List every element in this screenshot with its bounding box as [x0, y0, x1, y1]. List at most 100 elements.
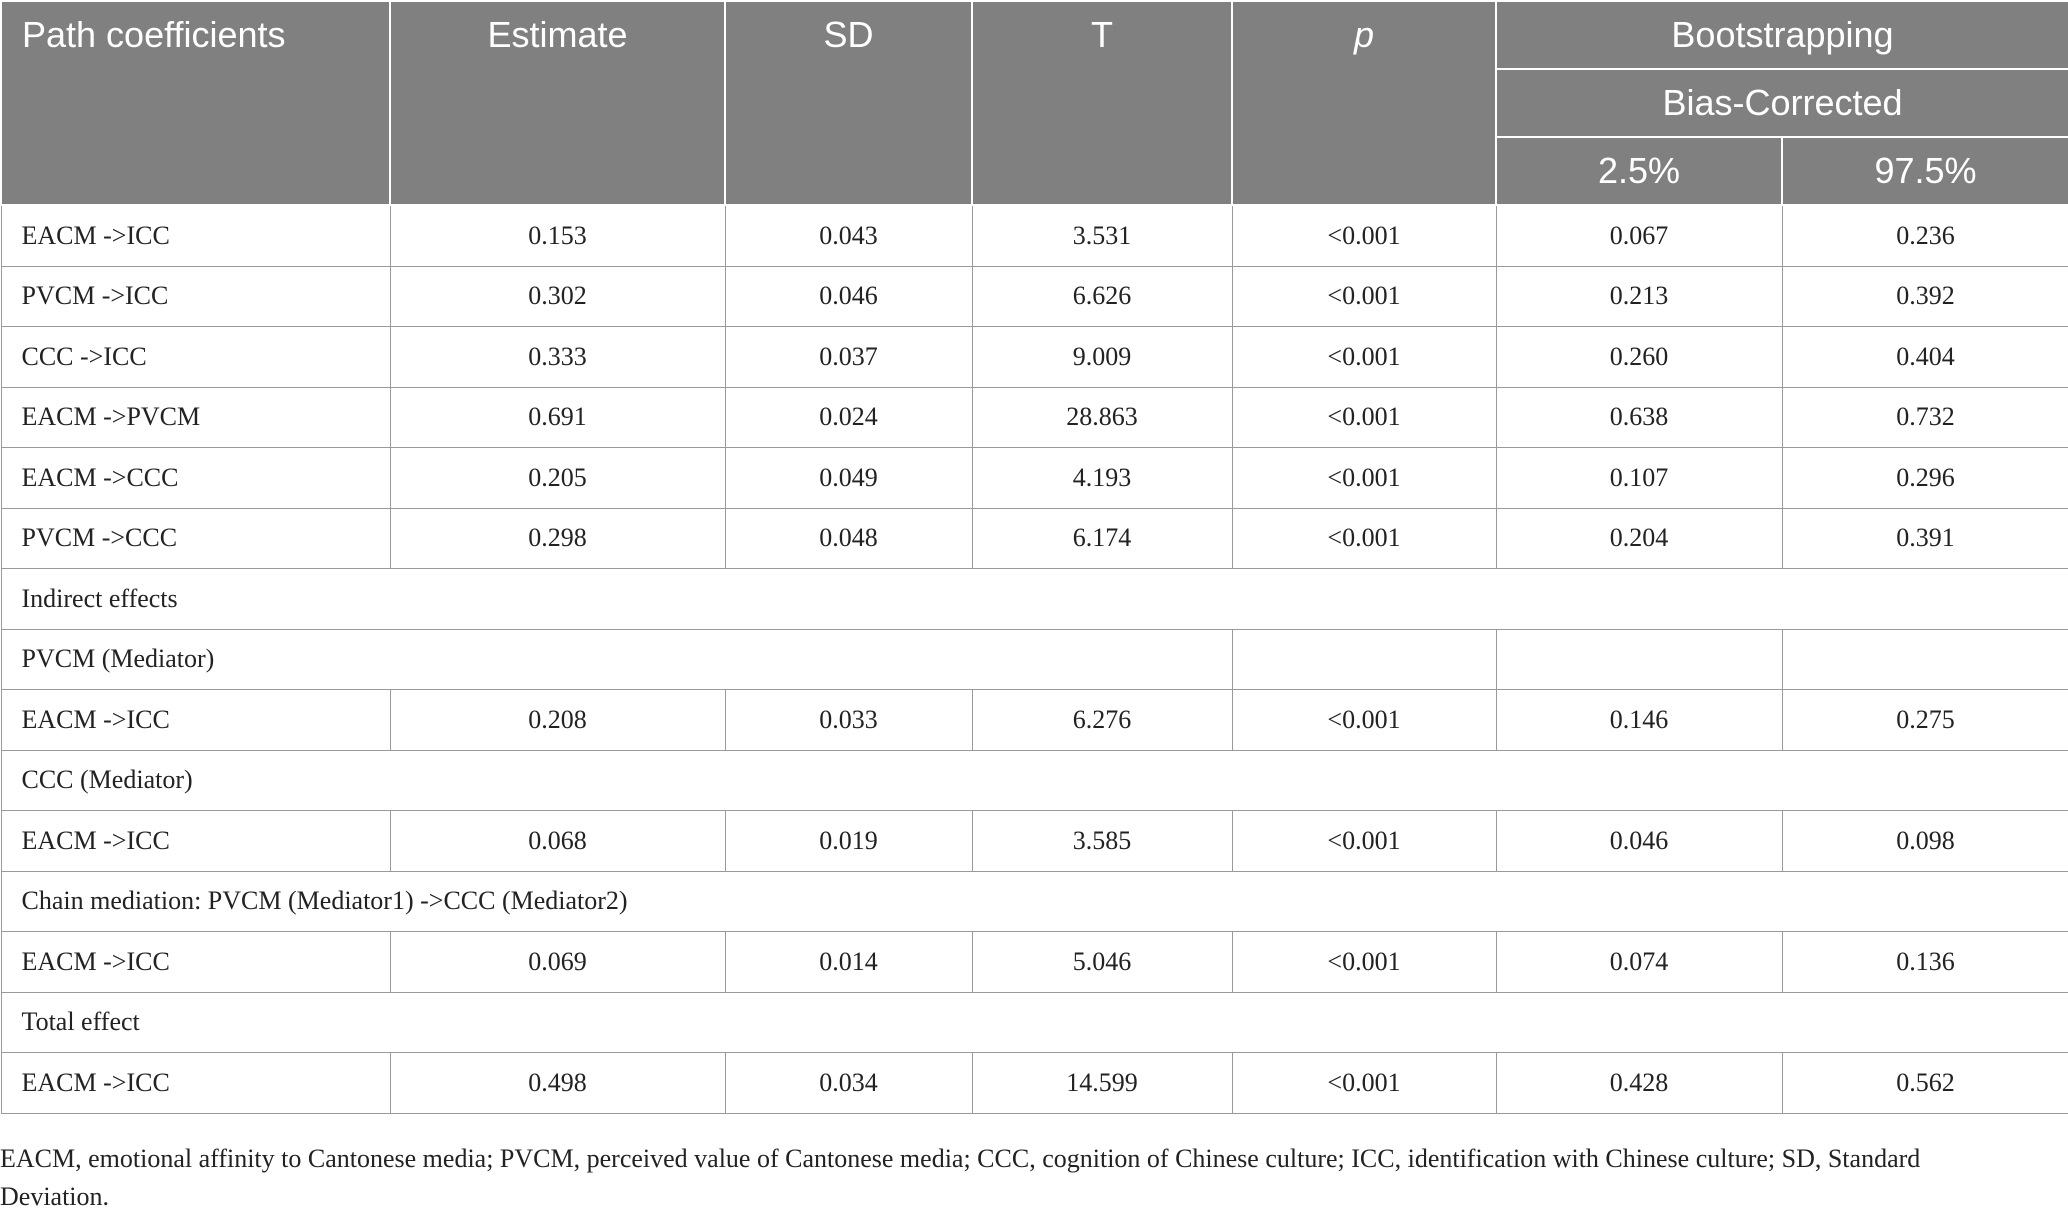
sd-cell: 0.043 [724, 204, 973, 267]
upper-ci-cell: 0.136 [1781, 931, 2068, 993]
estimate-cell: 0.208 [389, 689, 726, 751]
section-row-total-effect: Total effect [0, 991, 2068, 1053]
section-label-chain-mediation: Chain mediation: PVCM (Mediator1) ->CCC … [0, 870, 2068, 932]
lower-ci-cell: 0.146 [1495, 689, 1783, 751]
header-sd: SD [724, 0, 973, 206]
table-row: EACM ->ICC 0.069 0.014 5.046 <0.001 0.07… [0, 931, 2068, 993]
table-body: EACM ->ICC 0.153 0.043 3.531 <0.001 0.06… [0, 204, 2068, 1114]
header-lower-percentile: 2.5% [1495, 136, 1783, 206]
t-cell: 6.276 [971, 689, 1233, 751]
empty-cell [1495, 628, 1783, 690]
estimate-cell: 0.302 [389, 265, 726, 327]
p-cell: <0.001 [1231, 1052, 1497, 1114]
p-cell: <0.001 [1231, 265, 1497, 327]
path-cell: PVCM ->ICC [0, 265, 391, 327]
section-label-pvcm-mediator: PVCM (Mediator) [0, 628, 1233, 690]
sd-cell: 0.046 [724, 265, 973, 327]
upper-ci-cell: 0.391 [1781, 507, 2068, 569]
table-row: EACM ->ICC 0.153 0.043 3.531 <0.001 0.06… [0, 204, 2068, 267]
estimate-cell: 0.498 [389, 1052, 726, 1114]
lower-ci-cell: 0.428 [1495, 1052, 1783, 1114]
lower-ci-cell: 0.213 [1495, 265, 1783, 327]
header-upper-percentile: 97.5% [1781, 136, 2068, 206]
empty-cell [1231, 628, 1497, 690]
header-p: p [1231, 0, 1497, 206]
header-bias-corrected: Bias-Corrected [1495, 68, 2068, 138]
section-label-total-effect: Total effect [0, 991, 2068, 1053]
lower-ci-cell: 0.074 [1495, 931, 1783, 993]
header-bootstrapping: Bootstrapping [1495, 0, 2068, 70]
p-cell: <0.001 [1231, 447, 1497, 509]
t-cell: 3.585 [971, 810, 1233, 872]
table-row: EACM ->ICC 0.068 0.019 3.585 <0.001 0.04… [0, 810, 2068, 872]
path-cell: EACM ->ICC [0, 204, 391, 267]
sd-cell: 0.024 [724, 386, 973, 448]
table-row: EACM ->CCC 0.205 0.049 4.193 <0.001 0.10… [0, 447, 2068, 509]
estimate-cell: 0.298 [389, 507, 726, 569]
header-path-coefficients: Path coefficients [0, 0, 391, 206]
sd-cell: 0.048 [724, 507, 973, 569]
empty-cell [1781, 628, 2068, 690]
p-cell: <0.001 [1231, 326, 1497, 388]
upper-ci-cell: 0.562 [1781, 1052, 2068, 1114]
section-row-pvcm-mediator: PVCM (Mediator) [0, 628, 2068, 690]
t-cell: 6.174 [971, 507, 1233, 569]
path-cell: EACM ->ICC [0, 689, 391, 751]
sd-cell: 0.049 [724, 447, 973, 509]
table-row: EACM ->ICC 0.498 0.034 14.599 <0.001 0.4… [0, 1052, 2068, 1114]
sd-cell: 0.033 [724, 689, 973, 751]
lower-ci-cell: 0.204 [1495, 507, 1783, 569]
p-cell: <0.001 [1231, 386, 1497, 448]
p-cell: <0.001 [1231, 931, 1497, 993]
path-cell: EACM ->ICC [0, 810, 391, 872]
path-cell: PVCM ->CCC [0, 507, 391, 569]
lower-ci-cell: 0.046 [1495, 810, 1783, 872]
estimate-cell: 0.691 [389, 386, 726, 448]
t-cell: 3.531 [971, 204, 1233, 267]
upper-ci-cell: 0.404 [1781, 326, 2068, 388]
path-cell: EACM ->ICC [0, 931, 391, 993]
upper-ci-cell: 0.098 [1781, 810, 2068, 872]
path-cell: EACM ->CCC [0, 447, 391, 509]
p-cell: <0.001 [1231, 507, 1497, 569]
lower-ci-cell: 0.638 [1495, 386, 1783, 448]
p-cell: <0.001 [1231, 810, 1497, 872]
lower-ci-cell: 0.067 [1495, 204, 1783, 267]
p-cell: <0.001 [1231, 689, 1497, 751]
lower-ci-cell: 0.107 [1495, 447, 1783, 509]
t-cell: 28.863 [971, 386, 1233, 448]
table-row: PVCM ->CCC 0.298 0.048 6.174 <0.001 0.20… [0, 507, 2068, 569]
t-cell: 5.046 [971, 931, 1233, 993]
t-cell: 9.009 [971, 326, 1233, 388]
sd-cell: 0.019 [724, 810, 973, 872]
header-t: T [971, 0, 1233, 206]
estimate-cell: 0.069 [389, 931, 726, 993]
t-cell: 14.599 [971, 1052, 1233, 1114]
estimate-cell: 0.153 [389, 204, 726, 267]
table-footnote: EACM, emotional affinity to Cantonese me… [0, 1144, 1921, 1211]
section-label-indirect-effects: Indirect effects [0, 568, 2068, 630]
path-cell: CCC ->ICC [0, 326, 391, 388]
t-cell: 6.626 [971, 265, 1233, 327]
p-cell: <0.001 [1231, 204, 1497, 267]
sd-cell: 0.034 [724, 1052, 973, 1114]
table-row: PVCM ->ICC 0.302 0.046 6.626 <0.001 0.21… [0, 265, 2068, 327]
table-row: EACM ->ICC 0.208 0.033 6.276 <0.001 0.14… [0, 689, 2068, 751]
table-header: Path coefficients Estimate SD T p Bootst… [0, 0, 2068, 206]
estimate-cell: 0.205 [389, 447, 726, 509]
table-row: CCC ->ICC 0.333 0.037 9.009 <0.001 0.260… [0, 326, 2068, 388]
upper-ci-cell: 0.275 [1781, 689, 2068, 751]
upper-ci-cell: 0.732 [1781, 386, 2068, 448]
section-label-ccc-mediator: CCC (Mediator) [0, 749, 2068, 811]
results-table: Path coefficients Estimate SD T p Bootst… [0, 0, 2068, 1114]
upper-ci-cell: 0.392 [1781, 265, 2068, 327]
section-row-ccc-mediator: CCC (Mediator) [0, 749, 2068, 811]
table-row: EACM ->PVCM 0.691 0.024 28.863 <0.001 0.… [0, 386, 2068, 448]
path-cell: EACM ->PVCM [0, 386, 391, 448]
section-row-chain-mediation: Chain mediation: PVCM (Mediator1) ->CCC … [0, 870, 2068, 932]
sd-cell: 0.037 [724, 326, 973, 388]
upper-ci-cell: 0.296 [1781, 447, 2068, 509]
upper-ci-cell: 0.236 [1781, 204, 2068, 267]
header-estimate: Estimate [389, 0, 726, 206]
estimate-cell: 0.068 [389, 810, 726, 872]
